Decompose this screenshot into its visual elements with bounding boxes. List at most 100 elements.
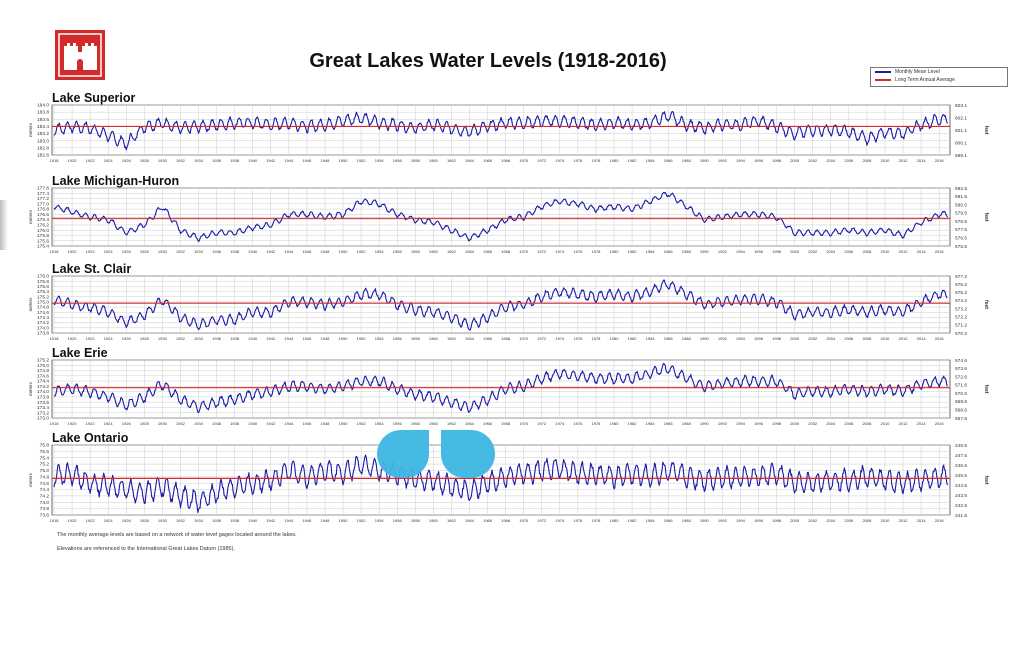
x-tick-label: 1918 <box>50 336 60 341</box>
x-tick-label: 1946 <box>302 518 312 523</box>
left-edge-shadow <box>0 200 8 250</box>
x-tick-label: 1994 <box>736 421 746 426</box>
panel-lake-michigan-huron: Lake Michigan-Huron175.4175.6175.8176.01… <box>28 174 989 254</box>
x-tick-label: 1956 <box>393 158 403 163</box>
y-tick-label: 176.2 <box>37 223 49 229</box>
y-tick-label: 175.0 <box>37 300 49 306</box>
y2-axis-label: feet <box>983 385 989 394</box>
y-tick-label: 184.0 <box>37 103 49 109</box>
x-tick-label: 1996 <box>754 518 764 523</box>
y2-tick-label: 247.5 <box>955 453 967 459</box>
y-axis-label: meters <box>28 381 33 396</box>
y2-tick-label: 242.5 <box>955 503 967 509</box>
x-tick-label: 2004 <box>826 421 836 426</box>
x-tick-label: 1968 <box>501 158 511 163</box>
y-tick-label: 173.0 <box>37 416 49 422</box>
x-tick-label: 1926 <box>122 336 132 341</box>
x-tick-label: 1924 <box>104 158 114 163</box>
x-tick-label: 1966 <box>483 249 493 254</box>
y-tick-label: 73.6 <box>40 513 50 519</box>
x-tick-label: 1930 <box>158 249 168 254</box>
y-tick-label: 175.0 <box>37 363 49 369</box>
panel-title: Lake Ontario <box>52 431 129 445</box>
legend-swatch-red <box>875 79 891 81</box>
x-tick-label: 1970 <box>519 336 529 341</box>
x-tick-label: 1982 <box>628 158 638 163</box>
x-tick-label: 1966 <box>483 336 493 341</box>
x-tick-label: 2006 <box>844 518 854 523</box>
x-tick-label: 1954 <box>375 336 385 341</box>
x-tick-label: 1962 <box>447 421 457 426</box>
x-tick-label: 1972 <box>537 336 547 341</box>
x-tick-label: 1934 <box>194 249 204 254</box>
x-tick-label: 1948 <box>321 158 331 163</box>
x-tick-label: 1932 <box>176 158 186 163</box>
x-tick-label: 1984 <box>646 336 656 341</box>
y2-axis-label: feet <box>983 213 989 222</box>
x-tick-label: 1922 <box>86 249 96 254</box>
y-axis-label: meters <box>28 209 33 224</box>
x-tick-label: 2000 <box>790 336 800 341</box>
x-tick-label: 1974 <box>555 518 565 523</box>
x-tick-label: 2008 <box>862 249 872 254</box>
x-tick-label: 1952 <box>357 518 367 523</box>
x-tick-label: 1962 <box>447 249 457 254</box>
x-tick-label: 2006 <box>844 249 854 254</box>
x-tick-label: 1996 <box>754 249 764 254</box>
x-tick-label: 1974 <box>555 421 565 426</box>
x-tick-label: 2004 <box>826 336 836 341</box>
x-tick-label: 2006 <box>844 158 854 163</box>
x-tick-label: 1980 <box>610 249 620 254</box>
y-tick-label: 175.6 <box>37 238 49 244</box>
y2-tick-label: 572.2 <box>955 315 967 321</box>
x-tick-label: 1920 <box>68 158 78 163</box>
x-tick-label: 1964 <box>465 518 475 523</box>
x-tick-label: 1918 <box>50 158 60 163</box>
y-tick-label: 75.2 <box>40 462 50 468</box>
x-tick-label: 1928 <box>140 249 150 254</box>
x-tick-label: 1954 <box>375 421 385 426</box>
x-tick-label: 2000 <box>790 518 800 523</box>
panel-lake-erie: Lake Erie173.0173.2173.4173.6173.8174.01… <box>28 346 989 426</box>
x-tick-label: 1938 <box>230 249 240 254</box>
x-tick-label: 2002 <box>808 518 818 523</box>
x-tick-label: 1938 <box>230 518 240 523</box>
x-tick-label: 1958 <box>411 249 421 254</box>
plot-area <box>51 104 951 156</box>
x-tick-label: 2002 <box>808 336 818 341</box>
x-tick-label: 1940 <box>248 249 258 254</box>
x-tick-label: 1992 <box>718 158 728 163</box>
y2-tick-label: 246.5 <box>955 463 967 469</box>
x-tick-label: 1926 <box>122 249 132 254</box>
x-tick-label: 2014 <box>917 249 927 254</box>
y2-tick-label: 600.1 <box>955 140 967 146</box>
x-tick-label: 1976 <box>573 158 583 163</box>
x-tick-label: 2004 <box>826 518 836 523</box>
x-tick-label: 1928 <box>140 518 150 523</box>
x-tick-label: 1994 <box>736 336 746 341</box>
y-tick-label: 177.6 <box>37 186 49 192</box>
panel-lake-superior: Lake Superior182.6182.8183.0183.2183.418… <box>28 91 989 163</box>
x-tick-label: 1986 <box>664 421 674 426</box>
x-tick-label: 1990 <box>700 336 710 341</box>
x-tick-label: 1936 <box>212 518 222 523</box>
y2-tick-label: 578.5 <box>955 219 967 225</box>
x-tick-label: 1952 <box>357 249 367 254</box>
x-tick-label: 1990 <box>700 249 710 254</box>
legend-label: Long Term Annual Average <box>895 77 955 83</box>
x-tick-label: 1924 <box>104 249 114 254</box>
x-tick-label: 1948 <box>321 421 331 426</box>
x-tick-label: 2000 <box>790 158 800 163</box>
x-tick-label: 1940 <box>248 421 258 426</box>
x-tick-label: 1984 <box>646 158 656 163</box>
x-tick-label: 1984 <box>646 249 656 254</box>
x-tick-label: 2000 <box>790 249 800 254</box>
monthly-mean-level-line <box>53 279 948 331</box>
panel-lake-st-clair: Lake St. Clair173.8174.0174.2174.4174.61… <box>28 262 989 341</box>
x-tick-label: 2016 <box>935 336 945 341</box>
x-tick-label: 1922 <box>86 336 96 341</box>
legend-swatch-blue <box>875 71 891 73</box>
legend-item-monthly: Monthly Mean Level <box>871 68 1007 76</box>
x-tick-label: 1946 <box>302 336 312 341</box>
x-tick-label: 1956 <box>393 249 403 254</box>
